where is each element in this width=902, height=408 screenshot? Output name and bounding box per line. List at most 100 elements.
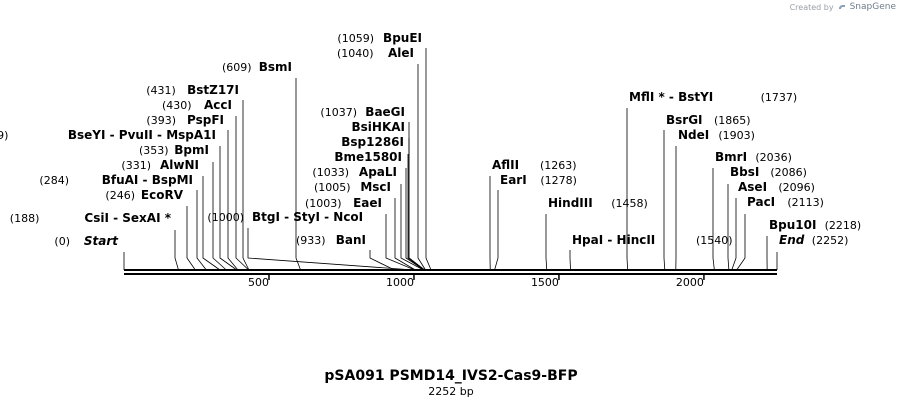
cut-site-connector: [202, 176, 221, 271]
cut-site-connector: [408, 138, 425, 271]
enzyme-name: EaeI: [353, 196, 382, 210]
cut-position: (1278): [540, 174, 577, 187]
cut-site-connector: [242, 100, 250, 271]
cut-site-connector: [407, 154, 425, 271]
enzyme-name: Bsp1286I: [341, 135, 404, 149]
plasmid-title: pSA091 PSMD14_IVS2-Cas9-BFP: [324, 368, 578, 384]
cut-site-connector: [425, 48, 432, 271]
enzyme-name: AleI: [388, 46, 414, 60]
enzyme-name: Bme1580I: [334, 150, 402, 164]
cut-position: (431): [146, 84, 176, 97]
cut-site-connector: [385, 214, 415, 271]
enzyme-name: BstZ17I: [187, 83, 239, 97]
restriction-map: 500 1000 1500 2000 Start (0) CsiI - SexAI * (18…: [0, 31, 862, 289]
credit-brand: SnapGene: [849, 2, 896, 12]
cut-position: (188): [10, 212, 40, 225]
snapgene-logo-icon: [838, 5, 845, 9]
enzyme-name: BsiHKAI: [352, 120, 406, 134]
enzyme-name: BfuAI - BspMI: [102, 173, 193, 187]
cut-site-connector: [174, 230, 179, 271]
enzyme-name: AlwNI: [160, 158, 199, 172]
cut-site-connector: [295, 78, 301, 271]
enzyme-name: BsmI: [259, 60, 292, 74]
cut-position: (2113): [787, 196, 824, 209]
cut-position: (1865): [714, 114, 751, 127]
cut-position: (1059): [337, 32, 374, 45]
cut-position: (2096): [778, 181, 815, 194]
enzyme-name: BtgI - StyI - NcoI: [252, 210, 363, 224]
cut-position: (246): [105, 189, 135, 202]
cut-site-connector: [569, 250, 571, 271]
cut-position: (1903): [718, 129, 755, 142]
cut-position: (1737): [761, 91, 798, 104]
enzyme-name: BpuEI: [383, 31, 422, 45]
credit-prefix: Created by: [789, 2, 834, 12]
cut-position: (2036): [755, 151, 792, 164]
cut-site-connector: [247, 228, 414, 271]
cut-position: (0): [54, 235, 70, 248]
enzyme-name: BbsI: [730, 165, 759, 179]
enzyme-name: End: [779, 233, 805, 247]
cut-site-connector: [712, 168, 715, 271]
enzyme-name: Start: [84, 234, 119, 248]
snapgene-credit: Created by SnapGene: [790, 2, 896, 12]
cut-position: (331): [121, 159, 151, 172]
enzyme-name: NdeI: [678, 128, 709, 142]
cut-site-connector: [400, 184, 424, 271]
cut-position: (284): [39, 174, 69, 187]
cut-position: (1458): [611, 197, 648, 210]
plasmid-length: 2252 bp: [428, 385, 474, 398]
enzyme-name: MflI * - BstYI: [629, 90, 713, 104]
enzyme-name: BsrGI: [666, 113, 703, 127]
cut-position: (389): [0, 129, 8, 142]
enzyme-name: AflII: [492, 158, 519, 172]
enzyme-name: BseYI - PvuII - MspA1I: [68, 128, 216, 142]
cut-position: (2086): [770, 166, 807, 179]
cut-site-connector: [394, 198, 416, 271]
enzyme-name: EarI: [500, 173, 527, 187]
cut-position: (609): [222, 61, 252, 74]
ruler-tick-label: 2000: [676, 276, 704, 289]
cut-site-connector: [727, 184, 730, 271]
enzyme-name: ApaLI: [359, 165, 397, 179]
cut-position: (1033): [312, 166, 349, 179]
cut-site-connector: [227, 130, 239, 271]
cut-position: (1540): [696, 234, 733, 247]
cut-position: (1263): [540, 159, 577, 172]
cut-site-connector: [731, 198, 737, 271]
cut-site-connector: [545, 214, 548, 271]
cut-site-connector: [196, 190, 207, 271]
ruler-tick-label: 500: [248, 276, 269, 289]
enzyme-name: BpmI: [174, 143, 209, 157]
cut-position: (2218): [825, 219, 862, 232]
cut-site-connector: [186, 206, 196, 271]
enzyme-name: AccI: [204, 98, 232, 112]
enzyme-name: BmrI: [715, 150, 747, 164]
cut-site-connector: [417, 64, 426, 271]
enzyme-name: PacI: [747, 195, 775, 209]
ruler-tick-label: 1000: [386, 276, 414, 289]
cut-site-connector: [736, 214, 746, 271]
cut-position: (393): [146, 114, 176, 127]
cut-site-connector: [494, 190, 499, 271]
cut-position: (1037): [320, 106, 357, 119]
enzyme-name: MscI: [360, 180, 391, 194]
cut-position: (2252): [812, 234, 849, 247]
enzyme-name: PspFI: [187, 113, 224, 127]
cut-site-connector: [219, 146, 238, 271]
enzyme-name: CsiI - SexAI *: [84, 211, 171, 225]
cut-position: (933): [296, 234, 326, 247]
cut-position: (1000): [207, 211, 244, 224]
cut-site-connector: [369, 250, 395, 271]
cut-position: (1003): [305, 197, 342, 210]
cut-site-connector: [663, 130, 666, 271]
cut-position: (353): [139, 144, 169, 157]
cut-site-connector: [405, 168, 425, 271]
ruler-tick-label: 1500: [531, 276, 559, 289]
cut-position: (1040): [337, 47, 374, 60]
enzyme-name: HindIII: [548, 196, 593, 210]
cut-position: (1005): [314, 181, 351, 194]
enzyme-name: Bpu10I: [769, 218, 816, 232]
cut-site-connector: [212, 162, 227, 271]
cut-site-connector: [235, 116, 249, 271]
